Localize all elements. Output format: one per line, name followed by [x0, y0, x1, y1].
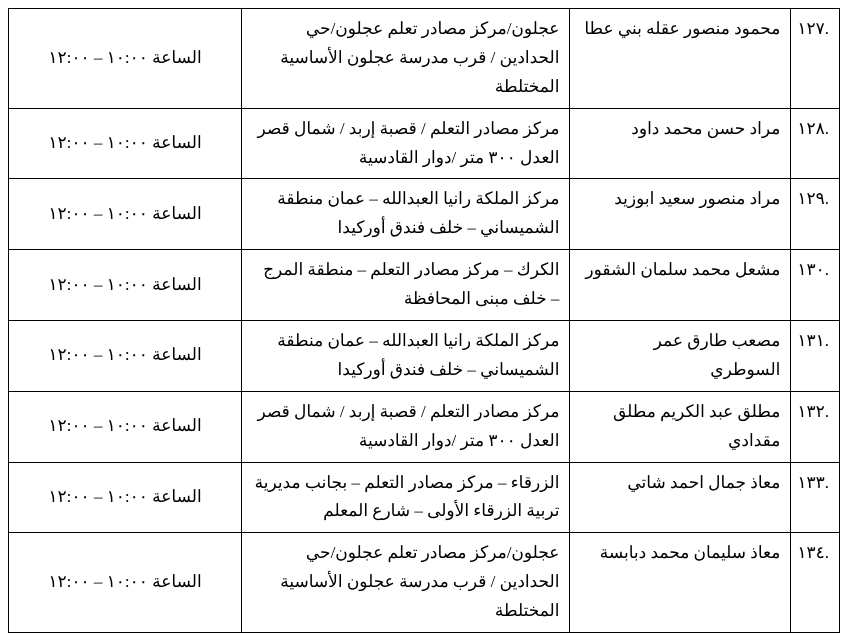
person-name: مشعل محمد سلمان الشقور — [570, 250, 791, 321]
row-number: .١٣١ — [791, 321, 840, 392]
time-slot: الساعة ١٠:٠٠ – ١٢:٠٠ — [9, 250, 242, 321]
table-row: .١٢٧ محمود منصور عقله بني عطا عجلون/مركز… — [9, 9, 840, 109]
table-body: .١٢٧ محمود منصور عقله بني عطا عجلون/مركز… — [9, 9, 840, 633]
person-name: محمود منصور عقله بني عطا — [570, 9, 791, 109]
location: مركز الملكة رانيا العبدالله – عمان منطقة… — [242, 179, 570, 250]
person-name: مراد حسن محمد داود — [570, 108, 791, 179]
table-row: .١٣١ مصعب طارق عمر السوطري مركز الملكة ر… — [9, 321, 840, 392]
time-slot: الساعة ١٠:٠٠ – ١٢:٠٠ — [9, 462, 242, 533]
time-slot: الساعة ١٠:٠٠ – ١٢:٠٠ — [9, 321, 242, 392]
table-row: .١٢٨ مراد حسن محمد داود مركز مصادر التعل… — [9, 108, 840, 179]
person-name: معاذ جمال احمد شاتي — [570, 462, 791, 533]
table-row: .١٣٢ مطلق عبد الكريم مطلق مقدادي مركز مص… — [9, 391, 840, 462]
table-row: .١٣٣ معاذ جمال احمد شاتي الزرقاء – مركز … — [9, 462, 840, 533]
person-name: مطلق عبد الكريم مطلق مقدادي — [570, 391, 791, 462]
row-number: .١٢٩ — [791, 179, 840, 250]
schedule-table: .١٢٧ محمود منصور عقله بني عطا عجلون/مركز… — [8, 8, 840, 633]
location: مركز مصادر التعلم / قصبة إربد / شمال قصر… — [242, 108, 570, 179]
table-row: .١٣٤ معاذ سليمان محمد دبابسة عجلون/مركز … — [9, 533, 840, 633]
row-number: .١٣٠ — [791, 250, 840, 321]
time-slot: الساعة ١٠:٠٠ – ١٢:٠٠ — [9, 108, 242, 179]
location: عجلون/مركز مصادر تعلم عجلون/حي الحدادين … — [242, 9, 570, 109]
time-slot: الساعة ١٠:٠٠ – ١٢:٠٠ — [9, 391, 242, 462]
person-name: معاذ سليمان محمد دبابسة — [570, 533, 791, 633]
location: عجلون/مركز مصادر تعلم عجلون/حي الحدادين … — [242, 533, 570, 633]
location: الزرقاء – مركز مصادر التعلم – بجانب مدير… — [242, 462, 570, 533]
row-number: .١٢٨ — [791, 108, 840, 179]
time-slot: الساعة ١٠:٠٠ – ١٢:٠٠ — [9, 533, 242, 633]
person-name: مراد منصور سعيد ابوزيد — [570, 179, 791, 250]
row-number: .١٣٢ — [791, 391, 840, 462]
time-slot: الساعة ١٠:٠٠ – ١٢:٠٠ — [9, 9, 242, 109]
person-name: مصعب طارق عمر السوطري — [570, 321, 791, 392]
location: مركز الملكة رانيا العبدالله – عمان منطقة… — [242, 321, 570, 392]
row-number: .١٣٤ — [791, 533, 840, 633]
time-slot: الساعة ١٠:٠٠ – ١٢:٠٠ — [9, 179, 242, 250]
table-row: .١٢٩ مراد منصور سعيد ابوزيد مركز الملكة … — [9, 179, 840, 250]
table-row: .١٣٠ مشعل محمد سلمان الشقور الكرك – مركز… — [9, 250, 840, 321]
location: الكرك – مركز مصادر التعلم – منطقة المرج … — [242, 250, 570, 321]
row-number: .١٢٧ — [791, 9, 840, 109]
location: مركز مصادر التعلم / قصبة إربد / شمال قصر… — [242, 391, 570, 462]
row-number: .١٣٣ — [791, 462, 840, 533]
